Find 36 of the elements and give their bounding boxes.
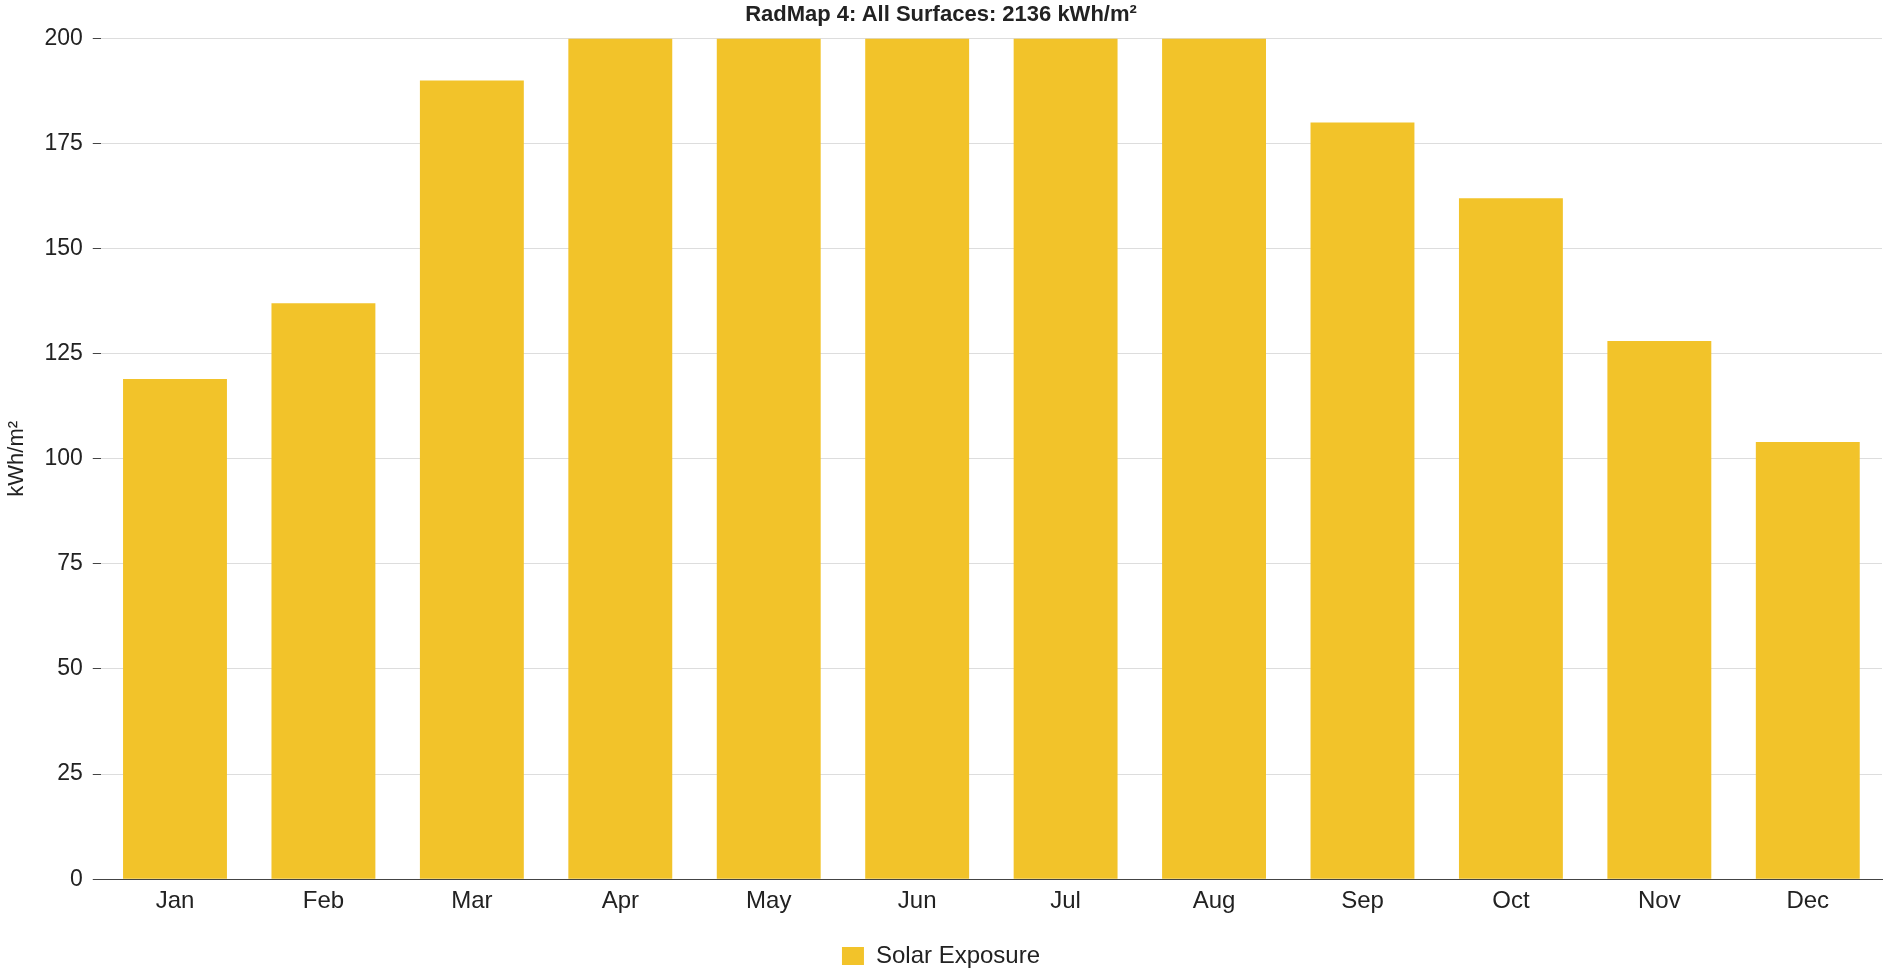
y-axis-title: kWh/m²: [3, 420, 29, 497]
x-tick-label: Sep: [1341, 886, 1384, 914]
x-tick-label: Jul: [1050, 886, 1081, 914]
x-tick-label: Aug: [1192, 886, 1236, 914]
bar: [1607, 341, 1712, 879]
x-tick-label: Jun: [897, 886, 937, 914]
bar: [1162, 38, 1266, 879]
x-tick-label: Dec: [1786, 886, 1830, 914]
x-tick-label: May: [746, 886, 792, 914]
y-tick-label: 150: [44, 233, 83, 260]
y-tick-label: 200: [44, 23, 83, 50]
bar: [123, 378, 227, 879]
bar: [271, 303, 376, 879]
y-tick-label: 25: [57, 759, 83, 786]
bar: [716, 38, 821, 879]
bar: [1458, 198, 1563, 879]
bar: [1755, 441, 1860, 879]
x-tick-label: Nov: [1638, 886, 1681, 914]
y-tick-label: 175: [44, 128, 83, 155]
x-tick-label: Jan: [155, 886, 195, 914]
y-tick-label: 0: [69, 864, 83, 891]
y-tick-label: 125: [44, 339, 83, 366]
x-tick-label: Oct: [1492, 886, 1530, 914]
x-tick-label: Feb: [302, 886, 345, 914]
y-tick-label: 75: [57, 549, 83, 576]
y-tick-label: 100: [44, 444, 83, 471]
y-tick-label: 50: [57, 654, 83, 681]
x-tick-label: Mar: [451, 886, 493, 914]
legend-label: Solar Exposure: [875, 940, 1041, 968]
bar: [568, 38, 673, 879]
bar: [1013, 38, 1118, 879]
bar: [419, 80, 524, 879]
x-tick-label: Apr: [601, 886, 639, 914]
bar: [1310, 122, 1415, 879]
chart-title: RadMap 4: All Surfaces: 2136 kWh/m²: [745, 1, 1137, 27]
bar: [865, 38, 970, 879]
